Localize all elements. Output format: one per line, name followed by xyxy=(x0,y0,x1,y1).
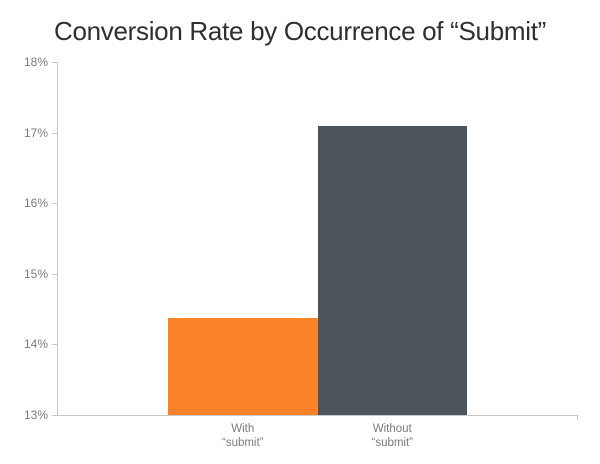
y-axis-tick-label: 13% xyxy=(23,408,48,422)
y-axis-tick xyxy=(52,133,57,134)
y-axis-line xyxy=(57,62,58,415)
y-axis-tick-label: 18% xyxy=(23,55,48,69)
x-axis-line xyxy=(57,415,577,416)
x-axis-label-without-submit: Without “submit” xyxy=(371,423,414,449)
bar-without-submit xyxy=(317,125,467,415)
y-axis-tick xyxy=(52,203,57,204)
y-axis-tick xyxy=(52,415,57,416)
bar-with-submit xyxy=(168,318,318,415)
y-axis-tick-label: 17% xyxy=(23,126,48,140)
y-axis-tick-label: 15% xyxy=(23,267,48,281)
y-axis-tick xyxy=(52,62,57,63)
y-axis-tick-label: 16% xyxy=(23,196,48,210)
x-axis-label-with-submit: With “submit” xyxy=(221,423,264,449)
y-axis-tick-label: 14% xyxy=(23,337,48,351)
x-axis-end-tick xyxy=(577,415,578,420)
y-axis-tick xyxy=(52,274,57,275)
chart-title: Conversion Rate by Occurrence of “Submit… xyxy=(53,16,546,46)
y-axis-tick xyxy=(52,344,57,345)
